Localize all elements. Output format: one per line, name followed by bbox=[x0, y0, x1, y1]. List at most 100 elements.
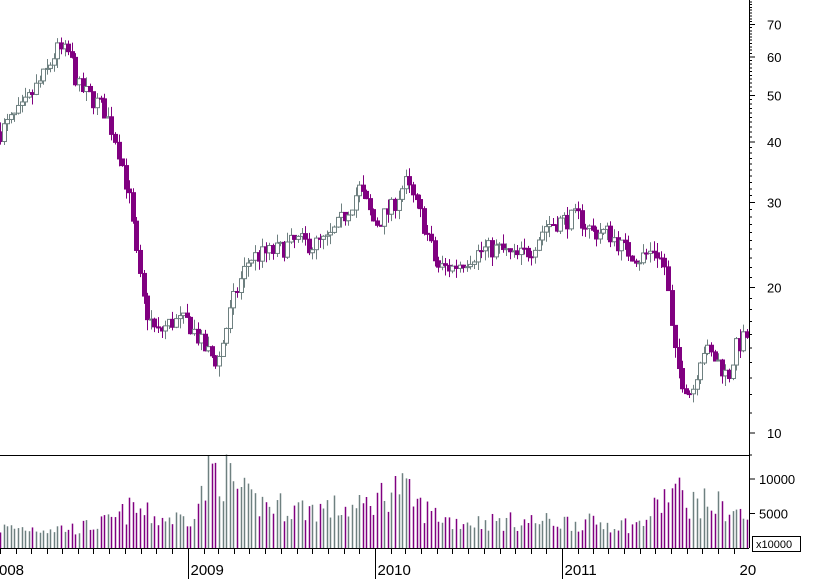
candle-body bbox=[494, 244, 499, 258]
candle-body bbox=[501, 243, 506, 250]
candle-body bbox=[515, 250, 520, 256]
candle-body bbox=[594, 229, 599, 240]
candle-body bbox=[124, 165, 129, 190]
candle-body bbox=[303, 233, 308, 240]
candle-body bbox=[612, 237, 617, 243]
candle-body bbox=[720, 359, 725, 377]
candle-body bbox=[731, 364, 736, 379]
candle-body bbox=[519, 247, 524, 256]
candle-body bbox=[5, 118, 10, 125]
candle-body bbox=[673, 324, 678, 349]
price-tick-label: 10 bbox=[767, 426, 781, 441]
candle-body bbox=[2, 123, 7, 143]
price-panel bbox=[0, 37, 750, 403]
candle-body bbox=[526, 247, 531, 258]
candle-body bbox=[418, 199, 423, 210]
candle-body bbox=[52, 58, 57, 66]
candle-body bbox=[95, 97, 100, 109]
candle-body bbox=[389, 198, 394, 215]
candle-body bbox=[655, 252, 660, 259]
candle-body bbox=[20, 101, 25, 106]
price-tick-label: 40 bbox=[767, 135, 781, 150]
candle-body bbox=[23, 96, 28, 103]
candle-body bbox=[504, 248, 509, 251]
candle-body bbox=[206, 346, 211, 352]
candle-body bbox=[77, 78, 82, 86]
candle-body bbox=[339, 211, 344, 218]
candle-body bbox=[131, 192, 136, 222]
candle-body bbox=[9, 114, 14, 120]
candle-body bbox=[34, 82, 39, 95]
candle-body bbox=[472, 261, 477, 265]
candle-body bbox=[540, 231, 545, 241]
candle-body bbox=[576, 208, 581, 212]
candle-body bbox=[375, 220, 380, 226]
candle-body bbox=[598, 232, 603, 240]
candle-body bbox=[357, 184, 362, 197]
candle-body bbox=[551, 224, 556, 227]
candle-body bbox=[461, 264, 466, 269]
candle-body bbox=[368, 198, 373, 211]
candle-body bbox=[350, 209, 355, 216]
candle-body bbox=[361, 184, 366, 192]
volume-unit-box bbox=[752, 536, 801, 552]
candle-body bbox=[529, 256, 534, 259]
candle-body bbox=[246, 262, 251, 267]
candle-body bbox=[619, 239, 624, 252]
candle-body bbox=[634, 260, 639, 264]
candle-body bbox=[210, 346, 215, 357]
candle-body bbox=[199, 333, 204, 344]
candle-body bbox=[425, 232, 430, 235]
candle-body bbox=[253, 252, 258, 261]
candle-body bbox=[429, 233, 434, 242]
candle-body bbox=[508, 248, 513, 253]
candle-body bbox=[691, 388, 696, 395]
candle-body bbox=[741, 331, 746, 352]
candle-body bbox=[558, 217, 563, 232]
candle-body bbox=[411, 184, 416, 196]
candle-body bbox=[91, 91, 96, 109]
candle-body bbox=[415, 194, 420, 201]
candle-body bbox=[680, 368, 685, 390]
candle-body bbox=[228, 307, 233, 329]
candle-body bbox=[641, 252, 646, 264]
candle-body bbox=[16, 104, 21, 114]
candle-body bbox=[73, 56, 78, 86]
candle-body bbox=[468, 263, 473, 268]
candle-body bbox=[652, 250, 657, 254]
candle-body bbox=[328, 231, 333, 236]
candle-body bbox=[88, 85, 93, 93]
candle-body bbox=[544, 226, 549, 233]
candle-body bbox=[565, 214, 570, 230]
candle-body bbox=[152, 318, 157, 328]
candle-body bbox=[486, 240, 491, 248]
candle-body bbox=[537, 239, 542, 251]
candle-body bbox=[271, 245, 276, 254]
candle-body bbox=[249, 259, 254, 264]
candle-body bbox=[479, 250, 484, 253]
candle-body bbox=[400, 188, 405, 200]
candle-body bbox=[310, 249, 315, 254]
candle-body bbox=[138, 249, 143, 274]
candle-body bbox=[490, 240, 495, 258]
candle-body bbox=[626, 242, 631, 257]
candle-body bbox=[217, 355, 222, 367]
candle-body bbox=[422, 208, 427, 234]
candle-body bbox=[127, 188, 132, 194]
candle-body bbox=[181, 312, 186, 317]
candle-body bbox=[292, 234, 297, 240]
candle-body bbox=[354, 195, 359, 211]
candle-body bbox=[443, 263, 448, 266]
candle-body bbox=[120, 158, 125, 167]
volume-panel bbox=[0, 454, 749, 548]
candle-body bbox=[213, 355, 218, 367]
candle-body bbox=[705, 344, 710, 354]
candle-body bbox=[145, 295, 150, 321]
candle-body bbox=[59, 42, 64, 50]
candle-body bbox=[433, 240, 438, 262]
candle-body bbox=[698, 362, 703, 381]
year-label: 20 bbox=[740, 562, 757, 579]
candle-body bbox=[203, 333, 208, 352]
candle-body bbox=[684, 388, 689, 395]
candle-body bbox=[278, 241, 283, 244]
